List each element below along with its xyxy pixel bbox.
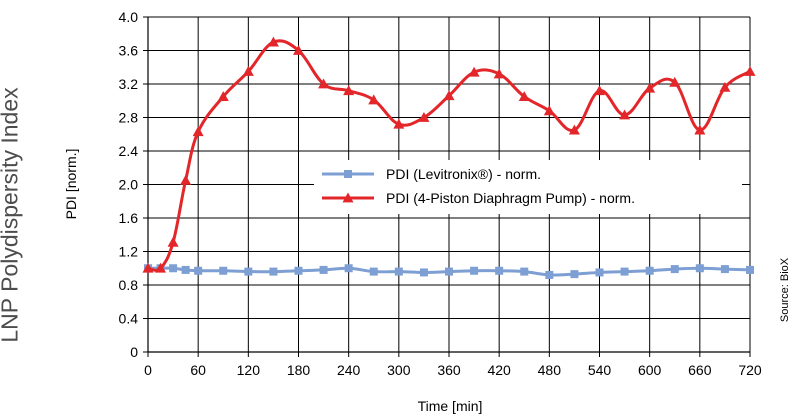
data-point bbox=[192, 126, 204, 137]
x-tick-label: 60 bbox=[190, 362, 206, 378]
data-point bbox=[155, 262, 167, 273]
y-tick-label: 0.4 bbox=[119, 311, 139, 327]
data-point bbox=[493, 68, 505, 79]
x-tick-label: 0 bbox=[144, 362, 152, 378]
data-point bbox=[518, 91, 530, 101]
legend-swatch-marker bbox=[344, 170, 352, 178]
y-tick-label: 3.6 bbox=[119, 43, 139, 59]
data-point bbox=[319, 265, 328, 274]
data-point bbox=[619, 109, 631, 120]
y-tick-label: 3.2 bbox=[119, 76, 139, 92]
data-point bbox=[670, 265, 679, 274]
data-point bbox=[746, 265, 754, 274]
data-point bbox=[719, 81, 731, 92]
x-tick-label: 660 bbox=[688, 362, 712, 378]
y-tick-label: 1.6 bbox=[119, 210, 139, 226]
data-point bbox=[293, 45, 304, 55]
data-point bbox=[495, 266, 504, 275]
data-point bbox=[244, 267, 253, 276]
data-point bbox=[180, 174, 192, 185]
data-point bbox=[720, 265, 729, 274]
data-point bbox=[219, 266, 228, 275]
data-point bbox=[217, 91, 229, 101]
legend-label: PDI (4-Piston Diaphragm Pump) - norm. bbox=[386, 190, 635, 206]
data-point bbox=[294, 266, 303, 275]
x-tick-label: 120 bbox=[237, 362, 261, 378]
data-point bbox=[194, 266, 203, 275]
data-point bbox=[344, 264, 353, 273]
x-tick-label: 720 bbox=[738, 362, 762, 378]
y-tick-label: 2.4 bbox=[119, 143, 139, 159]
data-point bbox=[595, 268, 604, 277]
series-1 bbox=[144, 264, 754, 279]
data-point bbox=[594, 85, 605, 96]
data-point bbox=[644, 82, 656, 93]
legend-label: PDI (Levitronix®) - norm. bbox=[386, 166, 541, 182]
data-point bbox=[142, 262, 154, 273]
data-point bbox=[520, 267, 529, 276]
y-tick-label: 4.0 bbox=[119, 9, 139, 25]
x-tick-label: 420 bbox=[487, 362, 511, 378]
data-point bbox=[369, 267, 378, 276]
data-point bbox=[470, 266, 479, 275]
y-tick-label: 1.2 bbox=[119, 244, 139, 260]
data-point bbox=[167, 236, 179, 247]
data-point bbox=[570, 270, 579, 279]
data-point bbox=[669, 76, 681, 87]
legend-item: PDI (Levitronix®) - norm. bbox=[322, 166, 541, 182]
data-point bbox=[468, 66, 480, 77]
legend-item: PDI (4-Piston Diaphragm Pump) - norm. bbox=[322, 190, 635, 206]
x-axis-label: Time [min] bbox=[417, 398, 483, 414]
data-point bbox=[545, 270, 554, 279]
data-point bbox=[181, 265, 190, 274]
x-tick-label: 180 bbox=[287, 362, 311, 378]
y-tick-label: 2.8 bbox=[119, 110, 139, 126]
data-point bbox=[343, 85, 355, 96]
legend: PDI (Levitronix®) - norm. PDI (4-Piston D… bbox=[314, 160, 742, 214]
data-point bbox=[744, 65, 756, 76]
data-point bbox=[368, 94, 380, 105]
y-tick-label: 0 bbox=[130, 344, 138, 360]
data-point bbox=[394, 267, 403, 276]
data-point bbox=[695, 264, 704, 273]
x-tick-label: 600 bbox=[638, 362, 662, 378]
y-tick-label: 2.0 bbox=[119, 177, 139, 193]
data-point bbox=[543, 105, 555, 116]
data-point bbox=[443, 90, 455, 101]
data-point bbox=[169, 264, 178, 273]
data-point bbox=[645, 266, 654, 275]
x-tick-label: 240 bbox=[337, 362, 361, 378]
data-point bbox=[393, 118, 405, 129]
data-point bbox=[267, 36, 279, 47]
data-point bbox=[269, 267, 278, 276]
data-point bbox=[242, 65, 254, 76]
x-tick-label: 360 bbox=[437, 362, 461, 378]
data-point bbox=[568, 124, 580, 135]
x-tick-label: 300 bbox=[387, 362, 411, 378]
y-tick-label: 0.8 bbox=[119, 277, 139, 293]
tick-labels: 0 0.4 0.8 1.2 1.6 2.0 2.4 2.8 3.2 3.6 4.0 0 60 120 180… bbox=[119, 9, 762, 378]
data-point bbox=[620, 267, 629, 276]
data-point bbox=[318, 78, 330, 89]
data-point bbox=[445, 267, 453, 276]
data-point bbox=[418, 112, 430, 122]
data-point bbox=[694, 124, 706, 135]
x-tick-label: 480 bbox=[538, 362, 562, 378]
legend-swatch-marker bbox=[342, 192, 354, 203]
x-tick-label: 540 bbox=[588, 362, 612, 378]
axes bbox=[143, 16, 751, 357]
series-2 bbox=[142, 36, 756, 273]
legend-box bbox=[314, 160, 742, 214]
series-layer bbox=[142, 36, 756, 279]
data-point bbox=[419, 268, 428, 277]
